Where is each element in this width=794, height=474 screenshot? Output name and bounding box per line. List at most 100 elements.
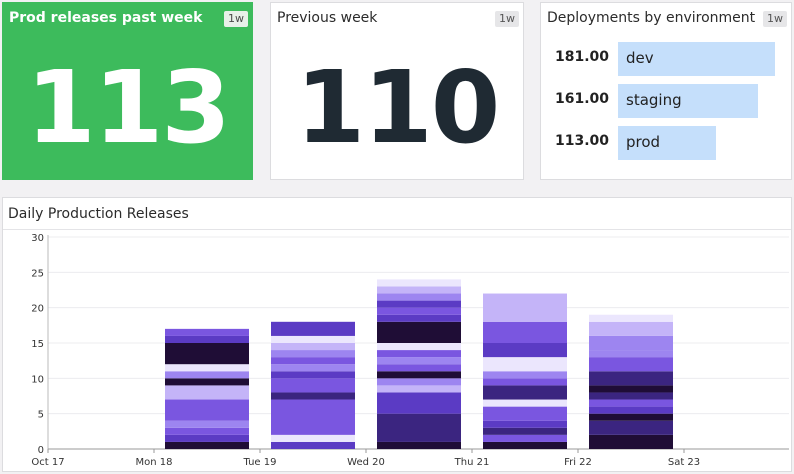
daily-production-releases-widget[interactable]: Daily Production Releases 0 5 10 15 20 25 30 Oc… <box>2 197 792 472</box>
bar-segment <box>271 357 355 365</box>
toplist-label: dev <box>626 49 654 67</box>
bar-segment <box>589 399 673 407</box>
bar-segment <box>165 441 249 449</box>
bar-segment <box>483 371 567 379</box>
bar-segment <box>377 357 461 365</box>
bar-segment <box>483 420 567 428</box>
x-tick-label: Fri 22 <box>564 457 592 468</box>
bar-segment <box>589 413 673 421</box>
bar-segment <box>589 420 673 435</box>
toplist: 181.00 dev 161.00 staging 113.00 prod <box>541 3 791 179</box>
toplist-label: staging <box>626 91 682 109</box>
bar-segment <box>377 364 461 372</box>
bar-segment <box>271 364 355 372</box>
bar-segment <box>165 385 249 400</box>
y-tick-label: 0 <box>38 445 44 456</box>
bar-segment <box>271 441 355 449</box>
widget-title: Previous week <box>277 10 378 26</box>
query-value: 110 <box>295 49 501 166</box>
y-tick-label: 25 <box>31 268 44 279</box>
bar-segment <box>377 314 461 322</box>
bar-segment <box>483 427 567 435</box>
toplist-row-staging[interactable]: 161.00 staging <box>541 84 791 118</box>
y-tick-label: 30 <box>31 233 44 244</box>
bar-segment <box>377 307 461 315</box>
bar-segment <box>589 350 673 358</box>
stacked-bar-chart[interactable]: 0 5 10 15 20 25 30 Oct 17 Mon 18 Tue 19 Wed 20 Thu … <box>3 198 791 473</box>
timeframe-badge[interactable]: 1w <box>763 11 787 27</box>
bar-segment <box>483 399 567 407</box>
bar-segment <box>165 343 249 365</box>
x-tick-label: Tue 19 <box>243 457 277 468</box>
toplist-row-prod[interactable]: 113.00 prod <box>541 126 791 160</box>
bar-segment <box>165 328 249 336</box>
toplist-value: 113.00 <box>554 133 609 149</box>
bar-segment <box>483 406 567 421</box>
bar-segment <box>165 427 249 435</box>
bar-segment <box>483 378 567 386</box>
timeframe-badge[interactable]: 1w <box>224 11 248 27</box>
bar-segment <box>271 371 355 379</box>
bar-segment <box>377 441 461 449</box>
bar-segment <box>377 286 461 294</box>
bar-segment <box>483 293 567 322</box>
bar-segment <box>271 343 355 351</box>
bar-segment <box>271 378 355 393</box>
bar-segment <box>271 321 355 336</box>
bar-segment <box>165 364 249 372</box>
bar-segment <box>377 413 461 442</box>
y-tick-label: 5 <box>38 410 44 421</box>
toplist-bar <box>618 42 775 76</box>
bar-segment <box>165 371 249 379</box>
bar-segment <box>589 406 673 414</box>
bar-segment <box>377 392 461 414</box>
bar-segment <box>377 343 461 351</box>
x-tick-label: Thu 21 <box>454 457 490 468</box>
x-tick-label: Sat 23 <box>668 457 700 468</box>
bar-segment <box>589 314 673 322</box>
bar-segment <box>165 378 249 386</box>
bar-segment <box>165 335 249 343</box>
bar-segment <box>271 399 355 435</box>
bar-segment <box>483 385 567 400</box>
bar-segment <box>589 385 673 393</box>
x-tick-label: Mon 18 <box>136 457 173 468</box>
widget-title: Deployments by environment <box>547 10 756 26</box>
x-tick-label: Wed 20 <box>347 457 385 468</box>
bar-segment <box>377 385 461 393</box>
y-tick-label: 15 <box>31 339 44 350</box>
bar-segment <box>165 399 249 421</box>
bar-segment <box>483 441 567 449</box>
bar-segment <box>483 321 567 343</box>
bar-segment <box>271 350 355 358</box>
timeframe-badge[interactable]: 1w <box>495 11 519 27</box>
y-tick-label: 20 <box>31 304 44 315</box>
widget-title: Prod releases past week <box>9 10 203 26</box>
toplist-value: 181.00 <box>554 49 609 65</box>
bar-segment <box>377 350 461 358</box>
toplist-bar <box>618 84 758 118</box>
prod-releases-widget[interactable]: Prod releases past week 1w 113 <box>2 2 253 180</box>
bar-segment <box>377 321 461 343</box>
previous-week-widget[interactable]: Previous week 1w 110 <box>270 2 524 180</box>
x-tick-label: Oct 17 <box>31 457 64 468</box>
y-tick-label: 10 <box>31 374 44 385</box>
widget-title: Daily Production Releases <box>8 206 189 222</box>
bar-segment <box>377 378 461 386</box>
deployments-by-environment-widget[interactable]: Deployments by environment 1w 181.00 dev… <box>540 2 792 180</box>
bar-segment <box>589 392 673 400</box>
toplist-label: prod <box>626 133 661 151</box>
bar-segment <box>377 293 461 301</box>
bar-segment <box>589 321 673 336</box>
bar-segment <box>377 300 461 308</box>
bar-segment <box>483 343 567 358</box>
bar-segment <box>483 357 567 372</box>
bar-segment <box>589 434 673 449</box>
toplist-bar <box>618 126 716 160</box>
toplist-row-dev[interactable]: 181.00 dev <box>541 42 791 76</box>
bar-segment <box>589 335 673 351</box>
bar-segment <box>377 279 461 287</box>
bar-segment <box>589 357 673 372</box>
bar-segment <box>377 371 461 379</box>
bar-segment <box>271 392 355 400</box>
